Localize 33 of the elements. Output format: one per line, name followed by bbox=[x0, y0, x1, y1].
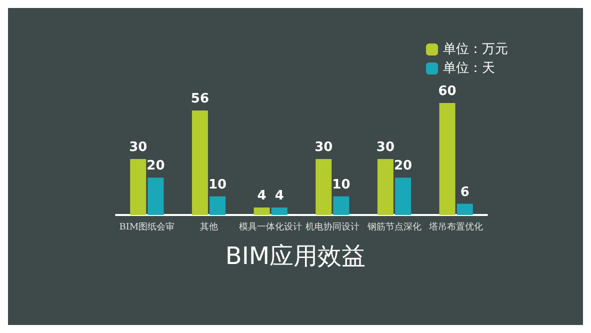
data-label: 60 bbox=[438, 84, 456, 99]
data-label: 4 bbox=[257, 188, 266, 204]
data-label: 20 bbox=[146, 158, 165, 174]
bar bbox=[192, 110, 208, 215]
bar bbox=[377, 159, 394, 215]
bar bbox=[316, 159, 332, 215]
data-label: 20 bbox=[394, 158, 412, 174]
x-tick-label: 塔吊布置优化 bbox=[428, 222, 484, 232]
bar bbox=[210, 196, 226, 215]
bar bbox=[333, 196, 350, 215]
x-tick-label: 钢筋节点深化 bbox=[366, 222, 422, 232]
data-label: 10 bbox=[208, 177, 227, 192]
legend-label: 单位：万元 bbox=[443, 42, 508, 57]
data-label: 10 bbox=[332, 177, 350, 192]
text: BIM应用效益 bbox=[225, 242, 366, 270]
data-label: 30 bbox=[376, 140, 394, 155]
data-label: 56 bbox=[190, 91, 209, 106]
legend-label: 单位：天 bbox=[443, 61, 495, 76]
data-label: 6 bbox=[460, 184, 470, 200]
data-label: 30 bbox=[314, 140, 333, 155]
bar bbox=[439, 103, 456, 215]
x-tick-label: 机电协同设计 bbox=[305, 222, 360, 232]
bar bbox=[456, 204, 473, 215]
bar bbox=[130, 159, 146, 215]
bar bbox=[271, 208, 288, 215]
bar bbox=[254, 208, 270, 215]
bar bbox=[148, 178, 164, 215]
x-tick-label: 其他 bbox=[200, 222, 218, 232]
x-tick-label: 模具一体化设计 bbox=[239, 222, 302, 232]
data-label: 4 bbox=[274, 188, 284, 204]
bar bbox=[395, 178, 412, 215]
data-label: 30 bbox=[129, 140, 148, 155]
x-tick-label: BIM图纸会审 bbox=[119, 222, 175, 232]
